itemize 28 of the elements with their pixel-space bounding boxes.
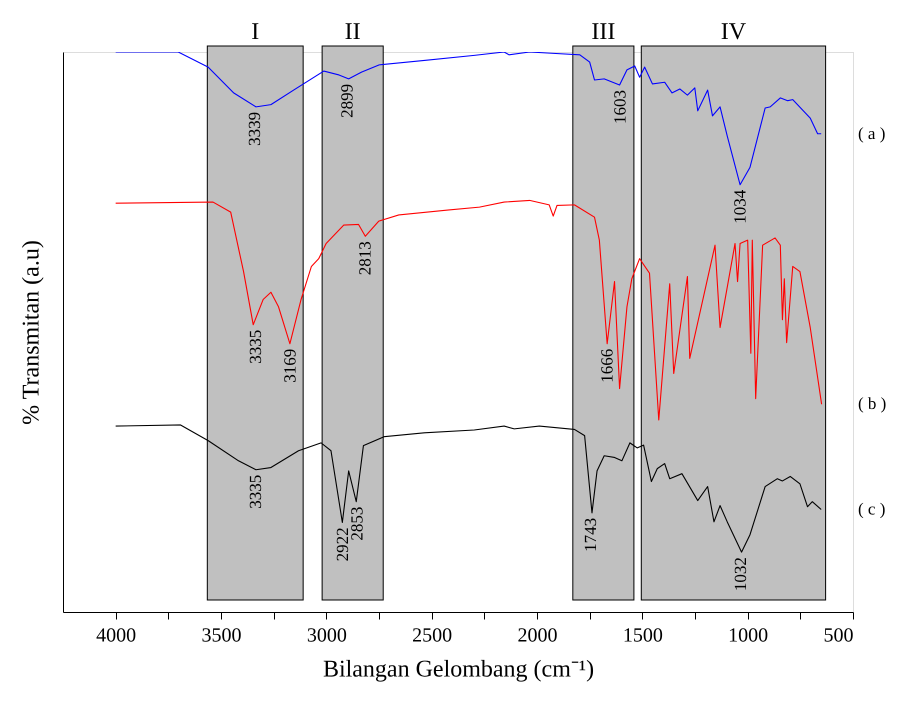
band-label: III xyxy=(591,19,616,45)
x-tick-label: 3500 xyxy=(202,624,242,646)
x-tick-label: 500 xyxy=(824,624,854,646)
text: ( a ) xyxy=(858,124,886,143)
x-tick-label: 3000 xyxy=(306,624,347,646)
annotation: 1603 xyxy=(610,90,630,124)
x-axis-title: Bilangan Gelombang (cm⁻¹) xyxy=(322,656,594,682)
text: ( c ) xyxy=(858,500,886,519)
annotation: 3335 xyxy=(246,330,265,364)
y-axis-title: % Transmitan (a.u) xyxy=(18,240,44,425)
annotation: 1032 xyxy=(730,557,750,592)
x-tick-label: 1000 xyxy=(728,624,768,646)
annotation: 1666 xyxy=(597,348,616,383)
x-tick-label: 1500 xyxy=(622,624,663,646)
annotation: 3335 xyxy=(246,474,265,509)
x-tick-label: 4000 xyxy=(96,624,136,646)
annotation: 3339 xyxy=(244,112,264,146)
band-label: I xyxy=(251,19,260,45)
x-tick-label: 2500 xyxy=(412,624,452,646)
band-label: II xyxy=(344,19,361,45)
annotation: 1034 xyxy=(730,189,750,224)
annotation: 1743 xyxy=(581,518,600,552)
text: ( b ) xyxy=(858,394,886,414)
annotation: 2813 xyxy=(356,241,375,276)
band-label: IV xyxy=(720,19,747,45)
annotation: 3169 xyxy=(280,348,300,383)
x-tick-label: 2000 xyxy=(518,624,558,646)
annotation: 2899 xyxy=(338,84,357,118)
